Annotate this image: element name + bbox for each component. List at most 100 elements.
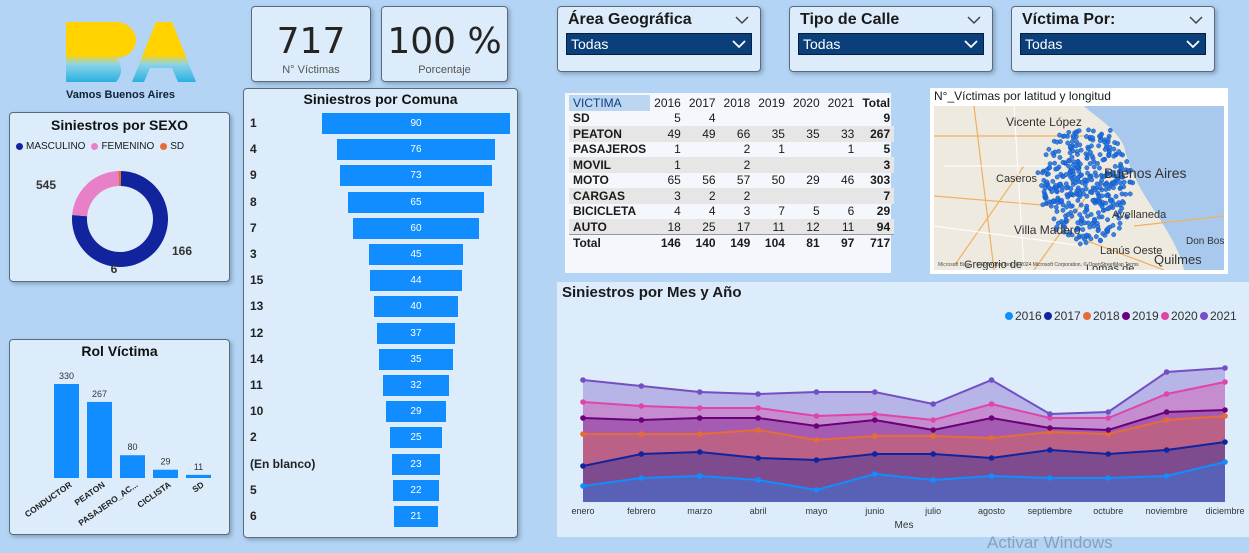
mes-legend-item[interactable]: 2020 (1161, 309, 1198, 323)
slicer-victima-por[interactable]: Víctima Por: Todas (1011, 6, 1215, 72)
point-2020[interactable] (872, 411, 878, 417)
point-2017[interactable] (1222, 439, 1228, 445)
point-2019[interactable] (988, 415, 995, 421)
point-2021[interactable] (988, 377, 995, 383)
point-2017[interactable] (580, 463, 586, 469)
rol-bar[interactable] (87, 401, 112, 478)
point-2017[interactable] (755, 455, 761, 461)
mes-legend-item[interactable]: 2018 (1083, 309, 1120, 323)
funnel-row[interactable]: 13 40 (244, 296, 514, 318)
point-2020[interactable] (930, 417, 936, 423)
sexo-slice-femenino[interactable] (72, 171, 119, 217)
chevron-down-icon[interactable] (1188, 15, 1204, 25)
funnel-bar[interactable]: 22 (393, 479, 439, 501)
point-2017[interactable] (1047, 447, 1053, 453)
mes-legend-item[interactable]: 2019 (1122, 309, 1159, 323)
matrix-row[interactable]: SD 5 4 9 (569, 111, 894, 127)
point-2020[interactable] (813, 413, 820, 419)
funnel-bar[interactable]: 60 (353, 217, 479, 239)
sexo-legend-item[interactable]: SD (160, 141, 184, 152)
funnel-row[interactable]: 6 21 (244, 506, 514, 527)
point-2018[interactable] (580, 431, 586, 437)
map-points[interactable] (1035, 127, 1136, 247)
chevron-down-icon[interactable] (734, 15, 750, 25)
point-2019[interactable] (580, 415, 586, 421)
point-2019[interactable] (1163, 409, 1170, 415)
point-2020[interactable] (638, 403, 645, 409)
point-2016[interactable] (755, 477, 761, 483)
point-2021[interactable] (696, 389, 703, 395)
point-2019[interactable] (872, 417, 878, 423)
point-2017[interactable] (696, 449, 703, 455)
point-2020[interactable] (1222, 379, 1228, 385)
funnel-bar[interactable]: 23 (391, 453, 440, 475)
slicer-victima-por-dropdown[interactable]: Todas (1020, 33, 1206, 55)
matrix-row[interactable]: MOVIL 1 2 3 (569, 157, 895, 173)
point-2018[interactable] (1105, 431, 1112, 437)
funnel-row[interactable]: 11 32 (244, 375, 514, 396)
funnel-row[interactable]: 5 22 (244, 479, 514, 501)
point-2017[interactable] (872, 451, 878, 457)
funnel-bar[interactable]: 45 (369, 244, 463, 265)
point-2018[interactable] (1047, 429, 1053, 435)
point-2018[interactable] (988, 435, 995, 441)
point-2021[interactable] (580, 377, 586, 383)
funnel-bar[interactable]: 32 (382, 375, 450, 396)
funnel-row[interactable]: 2 25 (244, 427, 514, 449)
matrix-row[interactable]: BICICLETA 4 4 3 7 5 6 29 (569, 204, 894, 220)
matrix-row[interactable]: MOTO 65 56 57 50 29 46 303 (569, 173, 894, 189)
funnel-row[interactable]: 10 29 (244, 401, 514, 423)
point-2018[interactable] (813, 437, 820, 443)
map-visual[interactable]: N°_Víctimas por latitud y longitud Vicen… (930, 88, 1228, 274)
funnel-bar[interactable]: 40 (374, 296, 458, 318)
point-2018[interactable] (638, 431, 645, 437)
point-2016[interactable] (872, 471, 878, 477)
mes-legend-item[interactable]: 2021 (1200, 309, 1237, 323)
point-2019[interactable] (930, 427, 936, 433)
point-2016[interactable] (813, 487, 820, 493)
sexo-legend-item[interactable]: FEMENINO (91, 141, 154, 152)
point-2017[interactable] (813, 457, 820, 463)
point-2016[interactable] (580, 483, 586, 489)
point-2017[interactable] (988, 455, 995, 461)
mes-legend-item[interactable]: 2016 (1005, 309, 1042, 323)
funnel-bar[interactable]: 35 (379, 348, 453, 370)
slicer-area-dropdown[interactable]: Todas (566, 33, 752, 55)
point-2020[interactable] (1163, 391, 1170, 397)
point-2021[interactable] (930, 401, 936, 407)
funnel-row[interactable]: 7 60 (244, 217, 514, 239)
map-canvas[interactable]: Vicente López Caseros Buenos Aires Avellane… (934, 106, 1224, 270)
point-2017[interactable] (638, 451, 645, 457)
point-2019[interactable] (755, 415, 761, 421)
funnel-bar[interactable]: 65 (348, 191, 484, 213)
chevron-down-icon[interactable] (966, 15, 982, 25)
point-2018[interactable] (872, 433, 878, 439)
matrix-row[interactable]: PEATON 49 49 66 35 35 33 267 (569, 126, 895, 142)
point-2021[interactable] (638, 383, 645, 389)
mes-legend-item[interactable]: 2017 (1044, 309, 1081, 323)
point-2020[interactable] (1047, 415, 1053, 421)
funnel-bar[interactable]: 73 (339, 165, 493, 187)
point-2017[interactable] (930, 451, 936, 457)
point-2021[interactable] (813, 389, 820, 395)
point-2019[interactable] (696, 415, 703, 421)
point-2016[interactable] (1047, 475, 1053, 481)
point-2020[interactable] (755, 405, 761, 411)
funnel-bar[interactable]: 21 (394, 506, 438, 527)
point-2019[interactable] (1222, 407, 1228, 413)
point-2016[interactable] (988, 473, 995, 479)
area-2020[interactable] (583, 382, 1225, 502)
funnel-row[interactable]: 15 44 (244, 270, 514, 292)
sexo-legend-item[interactable]: MASCULINO (16, 141, 85, 152)
matrix-row[interactable]: AUTO 18 25 17 11 12 11 94 (569, 219, 895, 235)
point-2020[interactable] (1105, 415, 1112, 421)
point-2020[interactable] (988, 401, 995, 407)
funnel-bar[interactable]: 25 (389, 427, 443, 449)
funnel-row[interactable]: (En blanco) 23 (244, 453, 514, 475)
funnel-row[interactable]: 1 90 (244, 113, 514, 134)
point-2018[interactable] (1222, 413, 1228, 419)
point-2016[interactable] (1105, 475, 1112, 481)
point-2018[interactable] (930, 433, 936, 439)
funnel-row[interactable]: 4 76 (244, 139, 514, 161)
sexo-slice-masculino[interactable] (72, 171, 168, 267)
